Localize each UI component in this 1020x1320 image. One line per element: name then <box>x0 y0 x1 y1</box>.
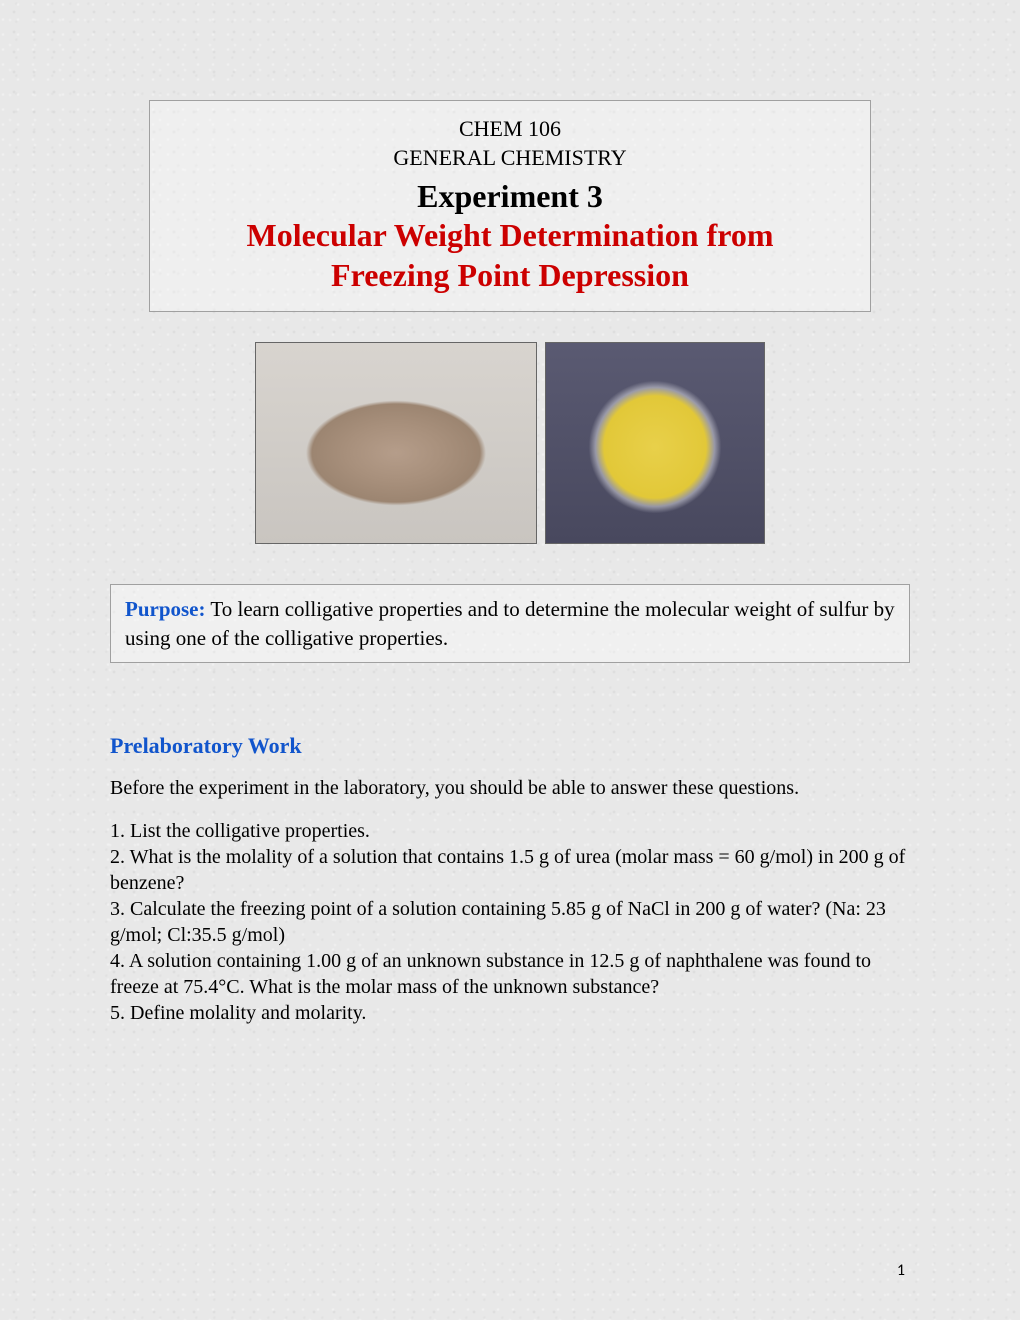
question-2: 2. What is the molality of a solution th… <box>110 844 910 896</box>
main-title-line1: Molecular Weight Determination from <box>160 215 860 255</box>
course-name: GENERAL CHEMISTRY <box>160 144 860 173</box>
prelab-intro: Before the experiment in the laboratory,… <box>110 777 910 800</box>
experiment-label: Experiment 3 <box>160 178 860 215</box>
prelab-heading: Prelaboratory Work <box>110 733 910 759</box>
question-3: 3. Calculate the freezing point of a sol… <box>110 896 910 948</box>
main-title-line2: Freezing Point Depression <box>160 255 860 295</box>
sample-image-left <box>255 342 537 544</box>
course-code: CHEM 106 <box>160 115 860 144</box>
question-5: 5. Define molality and molarity. <box>110 1000 910 1026</box>
sample-image-right <box>545 342 765 544</box>
images-row <box>110 342 910 544</box>
purpose-label: Purpose: <box>125 597 206 621</box>
page-number: 1 <box>897 1261 905 1280</box>
title-box: CHEM 106 GENERAL CHEMISTRY Experiment 3 … <box>149 100 871 312</box>
purpose-text: To learn colligative properties and to d… <box>125 597 895 649</box>
purpose-box: Purpose: To learn colligative properties… <box>110 584 910 663</box>
question-1: 1. List the colligative properties. <box>110 818 910 844</box>
prelab-questions: 1. List the colligative properties. 2. W… <box>110 818 910 1026</box>
question-4: 4. A solution containing 1.00 g of an un… <box>110 948 910 1000</box>
